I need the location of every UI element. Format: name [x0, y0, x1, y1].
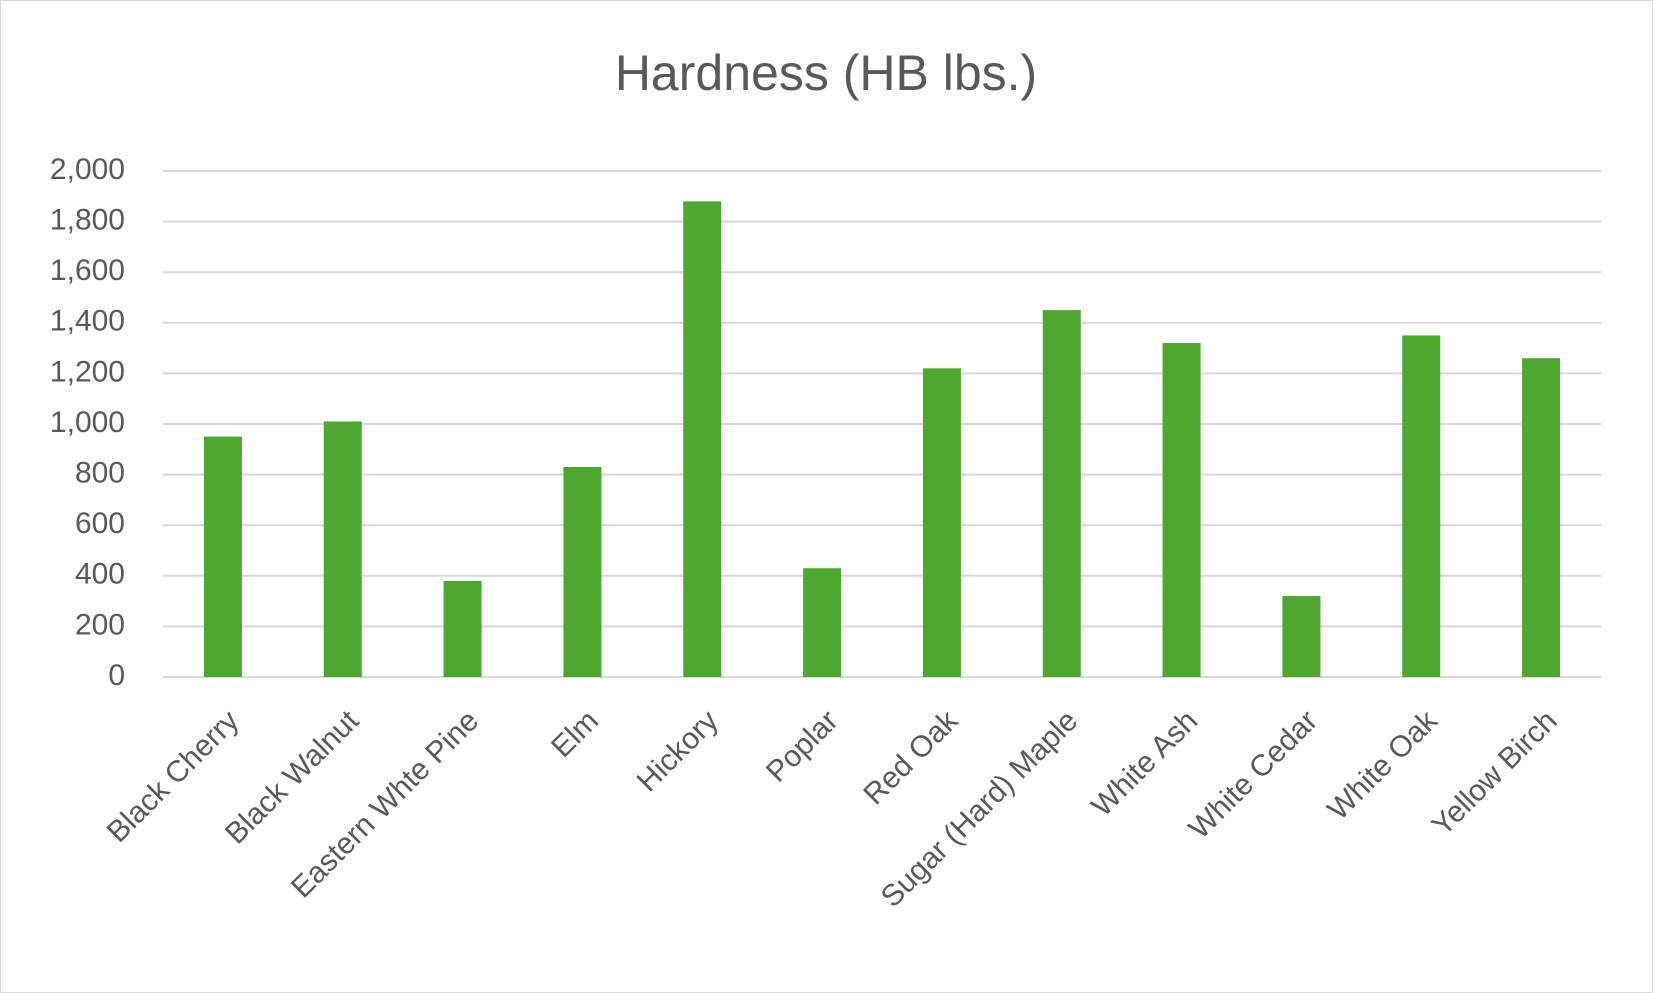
y-tick-label: 1,400: [50, 305, 125, 338]
bar: [1042, 310, 1081, 677]
y-tick-label: 200: [75, 608, 125, 641]
y-tick-label: 800: [75, 457, 125, 490]
bar: [203, 436, 242, 677]
bar: [1162, 343, 1201, 677]
bar: [922, 368, 961, 677]
bar: [1402, 335, 1441, 677]
y-tick-label: 0: [108, 659, 125, 692]
bar: [563, 467, 602, 677]
bar: [443, 580, 482, 677]
y-tick-label: 2,000: [50, 153, 125, 186]
y-tick-label: 400: [75, 558, 125, 591]
bar: [803, 568, 842, 677]
y-tick-label: 1,600: [50, 254, 125, 287]
y-tick-label: 600: [75, 507, 125, 540]
y-tick-label: 1,800: [50, 204, 125, 237]
chart-title: Hardness (HB lbs.): [615, 45, 1037, 101]
y-tick-label: 1,200: [50, 355, 125, 388]
bar: [323, 421, 362, 677]
y-tick-label: 1,000: [50, 406, 125, 439]
bar: [1282, 596, 1321, 677]
bar: [683, 201, 722, 678]
bar: [1522, 358, 1561, 677]
